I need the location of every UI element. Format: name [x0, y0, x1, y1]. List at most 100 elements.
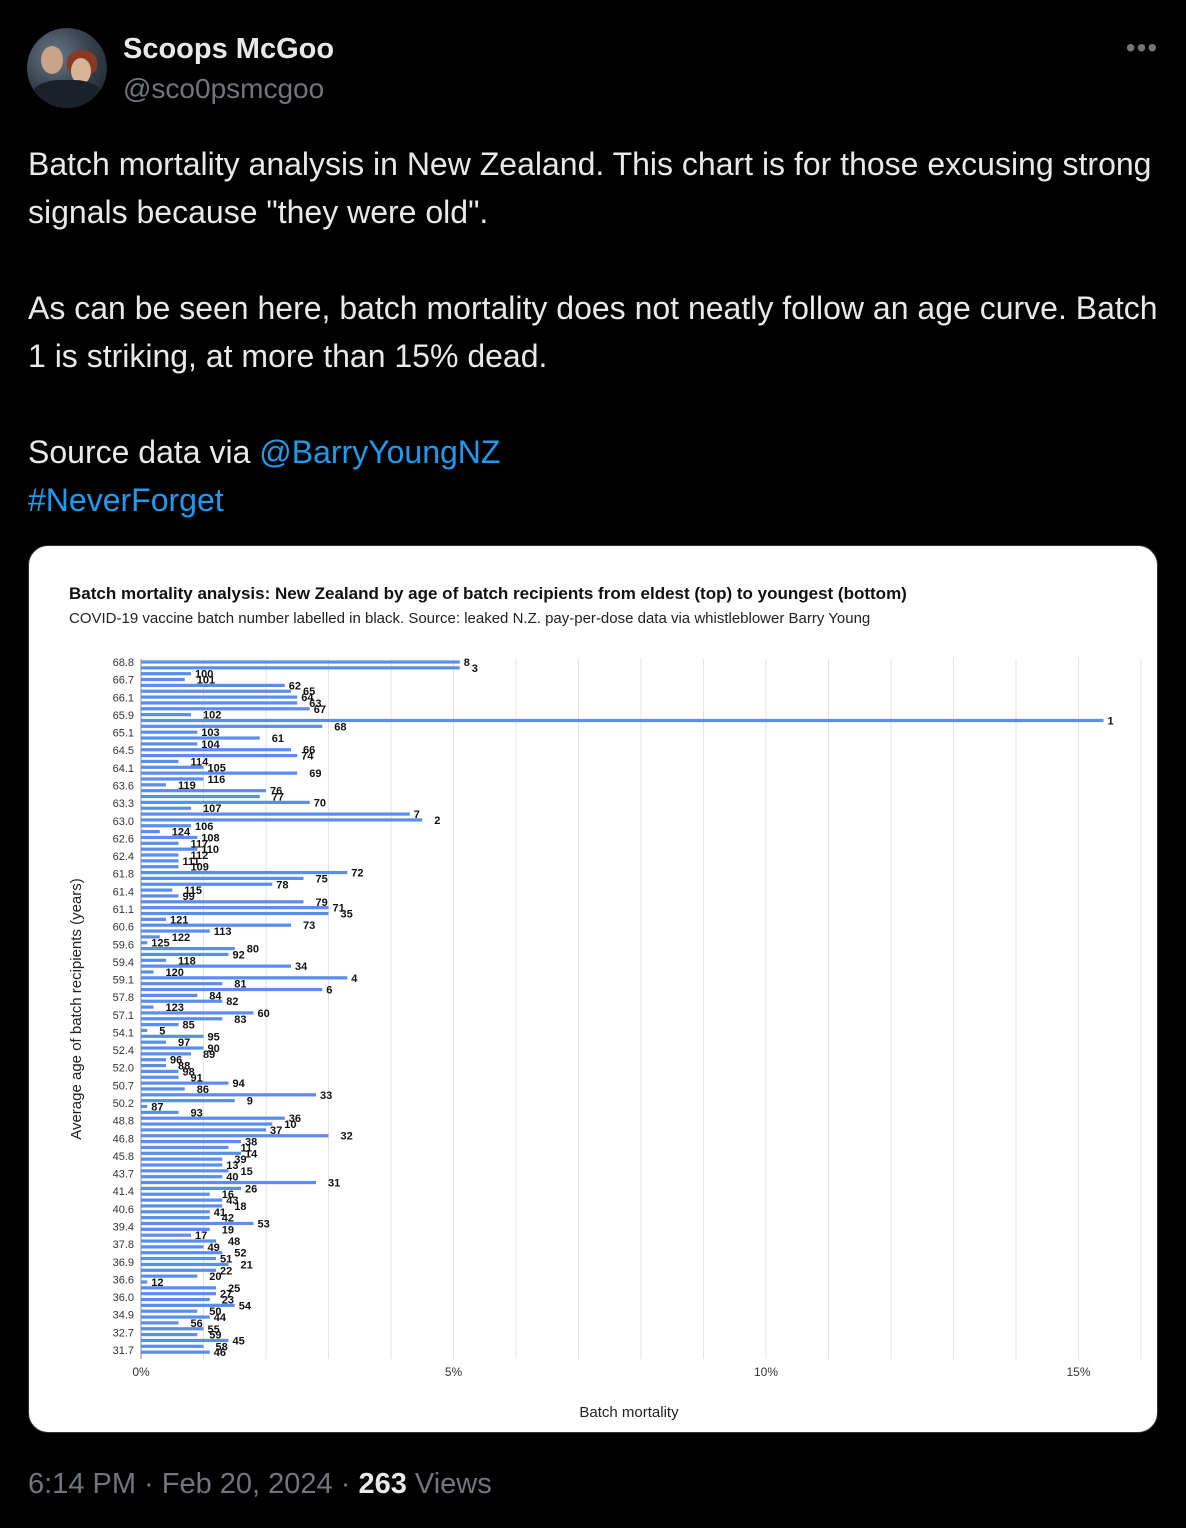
bar — [141, 1145, 229, 1150]
bar-label: 13 — [226, 1160, 238, 1172]
bar-label: 68 — [334, 721, 346, 733]
bar-label: 113 — [214, 926, 232, 938]
bar-label: 102 — [203, 710, 221, 722]
bar — [141, 841, 179, 845]
bar — [141, 1221, 254, 1226]
bar — [141, 800, 310, 804]
y-tick-label: 52.4 — [113, 1045, 134, 1057]
y-tick-label: 36.6 — [113, 1274, 134, 1286]
chart-image-card[interactable]: Batch mortality analysis: New Zealand by… — [28, 545, 1158, 1433]
bar — [141, 870, 348, 875]
bar-label: 12 — [151, 1277, 163, 1289]
mention-link[interactable]: @BarryYoungNZ — [259, 434, 501, 470]
bar — [141, 695, 298, 699]
bar — [141, 1332, 198, 1337]
author-avatar[interactable] — [27, 28, 107, 108]
bar-label: 107 — [203, 803, 221, 815]
y-tick-label: 65.9 — [113, 710, 134, 722]
bar — [141, 1233, 191, 1237]
bar — [141, 1134, 329, 1138]
bar — [141, 999, 223, 1003]
bar — [141, 1303, 235, 1307]
bar-label: 118 — [178, 955, 196, 967]
author-handle[interactable]: @sco0psmcgoo — [123, 73, 325, 104]
tweet-paragraph-2: As can be seen here, batch mortality doe… — [28, 290, 1158, 374]
bar — [141, 906, 329, 910]
tweet-text: Batch mortality analysis in New Zealand.… — [28, 140, 1168, 524]
bar — [141, 859, 179, 863]
bar-label: 100 — [195, 669, 213, 681]
bar — [141, 1023, 179, 1027]
bar-label: 9 — [247, 1096, 253, 1108]
bar — [141, 759, 179, 764]
avatar-figure-2 — [71, 58, 91, 84]
bar — [141, 1292, 216, 1296]
bar-label: 73 — [303, 920, 315, 932]
y-tick-label: 61.8 — [113, 869, 134, 881]
bar-label: 62 — [289, 680, 301, 692]
bar — [141, 876, 304, 881]
bar — [141, 1069, 179, 1074]
tweet-timestamp[interactable]: 6:14 PM · Feb 20, 2024 · — [28, 1468, 359, 1500]
bar — [141, 1210, 210, 1214]
bar — [141, 1104, 148, 1109]
bar-label: 104 — [201, 739, 220, 751]
bar-label: 76 — [270, 786, 282, 798]
author-name[interactable]: Scoops McGoo — [123, 33, 335, 65]
bar — [141, 1163, 223, 1167]
bar — [141, 718, 1104, 723]
tweet-paragraph-1: Batch mortality analysis in New Zealand.… — [28, 146, 1152, 230]
bar — [141, 1274, 198, 1278]
views-label: Views — [406, 1468, 492, 1500]
x-axis-title: Batch mortality — [579, 1404, 679, 1421]
bar — [141, 1309, 198, 1313]
x-tick-label: 10% — [754, 1365, 778, 1379]
bar-label: 110 — [201, 844, 219, 856]
y-tick-label: 60.6 — [113, 922, 134, 934]
bar — [141, 1116, 285, 1120]
bar — [141, 1262, 229, 1267]
bar — [141, 1216, 210, 1220]
x-tick-label: 0% — [132, 1365, 150, 1379]
hashtag-link[interactable]: #NeverForget — [28, 482, 224, 518]
bar — [141, 1350, 210, 1354]
bar — [141, 952, 229, 957]
bar — [141, 794, 260, 799]
bar — [141, 1256, 216, 1261]
bar-label: 18 — [234, 1201, 246, 1213]
y-tick-label: 43.7 — [113, 1169, 134, 1181]
bar-label: 21 — [241, 1259, 253, 1271]
views-count: 263 — [358, 1468, 407, 1500]
x-tick-label: 5% — [445, 1365, 463, 1379]
bar-label: 15 — [241, 1166, 253, 1178]
bar-label: 86 — [197, 1084, 209, 1096]
y-tick-label: 61.1 — [113, 904, 134, 916]
y-tick-label: 63.0 — [113, 816, 134, 828]
bar-label: 20 — [209, 1271, 221, 1283]
y-tick-label: 32.7 — [113, 1327, 134, 1339]
bar — [141, 1005, 154, 1009]
y-tick-label: 36.9 — [113, 1257, 134, 1269]
bar-label: 75 — [316, 873, 328, 885]
bar-label: 80 — [247, 944, 259, 956]
batch-mortality-chart: 0% 5% 10% 15%68.866.766.165.965.164.564.163… — [68, 657, 1142, 1421]
bar — [141, 1157, 223, 1161]
bar-label: 3 — [472, 663, 478, 675]
bar-label: 2 — [434, 815, 440, 827]
y-tick-label: 57.1 — [113, 1010, 134, 1022]
bar-label: 65 — [303, 686, 315, 698]
avatar-clothing — [31, 80, 103, 108]
bar — [141, 1198, 223, 1202]
bar — [141, 666, 460, 670]
y-tick-label: 66.1 — [113, 692, 134, 704]
bar — [141, 730, 198, 734]
more-options-button[interactable]: ••• — [1122, 30, 1162, 66]
bar-label: 81 — [234, 979, 246, 991]
bar — [141, 1028, 148, 1033]
bar — [141, 1093, 316, 1097]
bar-label: 59 — [209, 1330, 221, 1342]
bar — [141, 1052, 191, 1056]
y-tick-label: 39.4 — [113, 1222, 134, 1234]
bar — [141, 1192, 210, 1196]
bar-label: 31 — [328, 1178, 340, 1190]
